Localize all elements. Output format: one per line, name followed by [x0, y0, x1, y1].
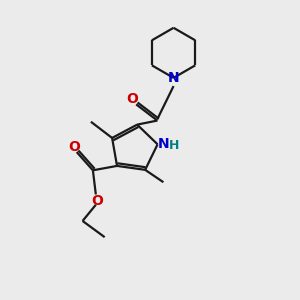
Text: H: H [169, 139, 179, 152]
Text: O: O [92, 194, 103, 208]
Text: N: N [168, 71, 179, 85]
Text: O: O [127, 92, 139, 106]
Text: O: O [68, 140, 80, 154]
Text: N: N [158, 137, 170, 151]
